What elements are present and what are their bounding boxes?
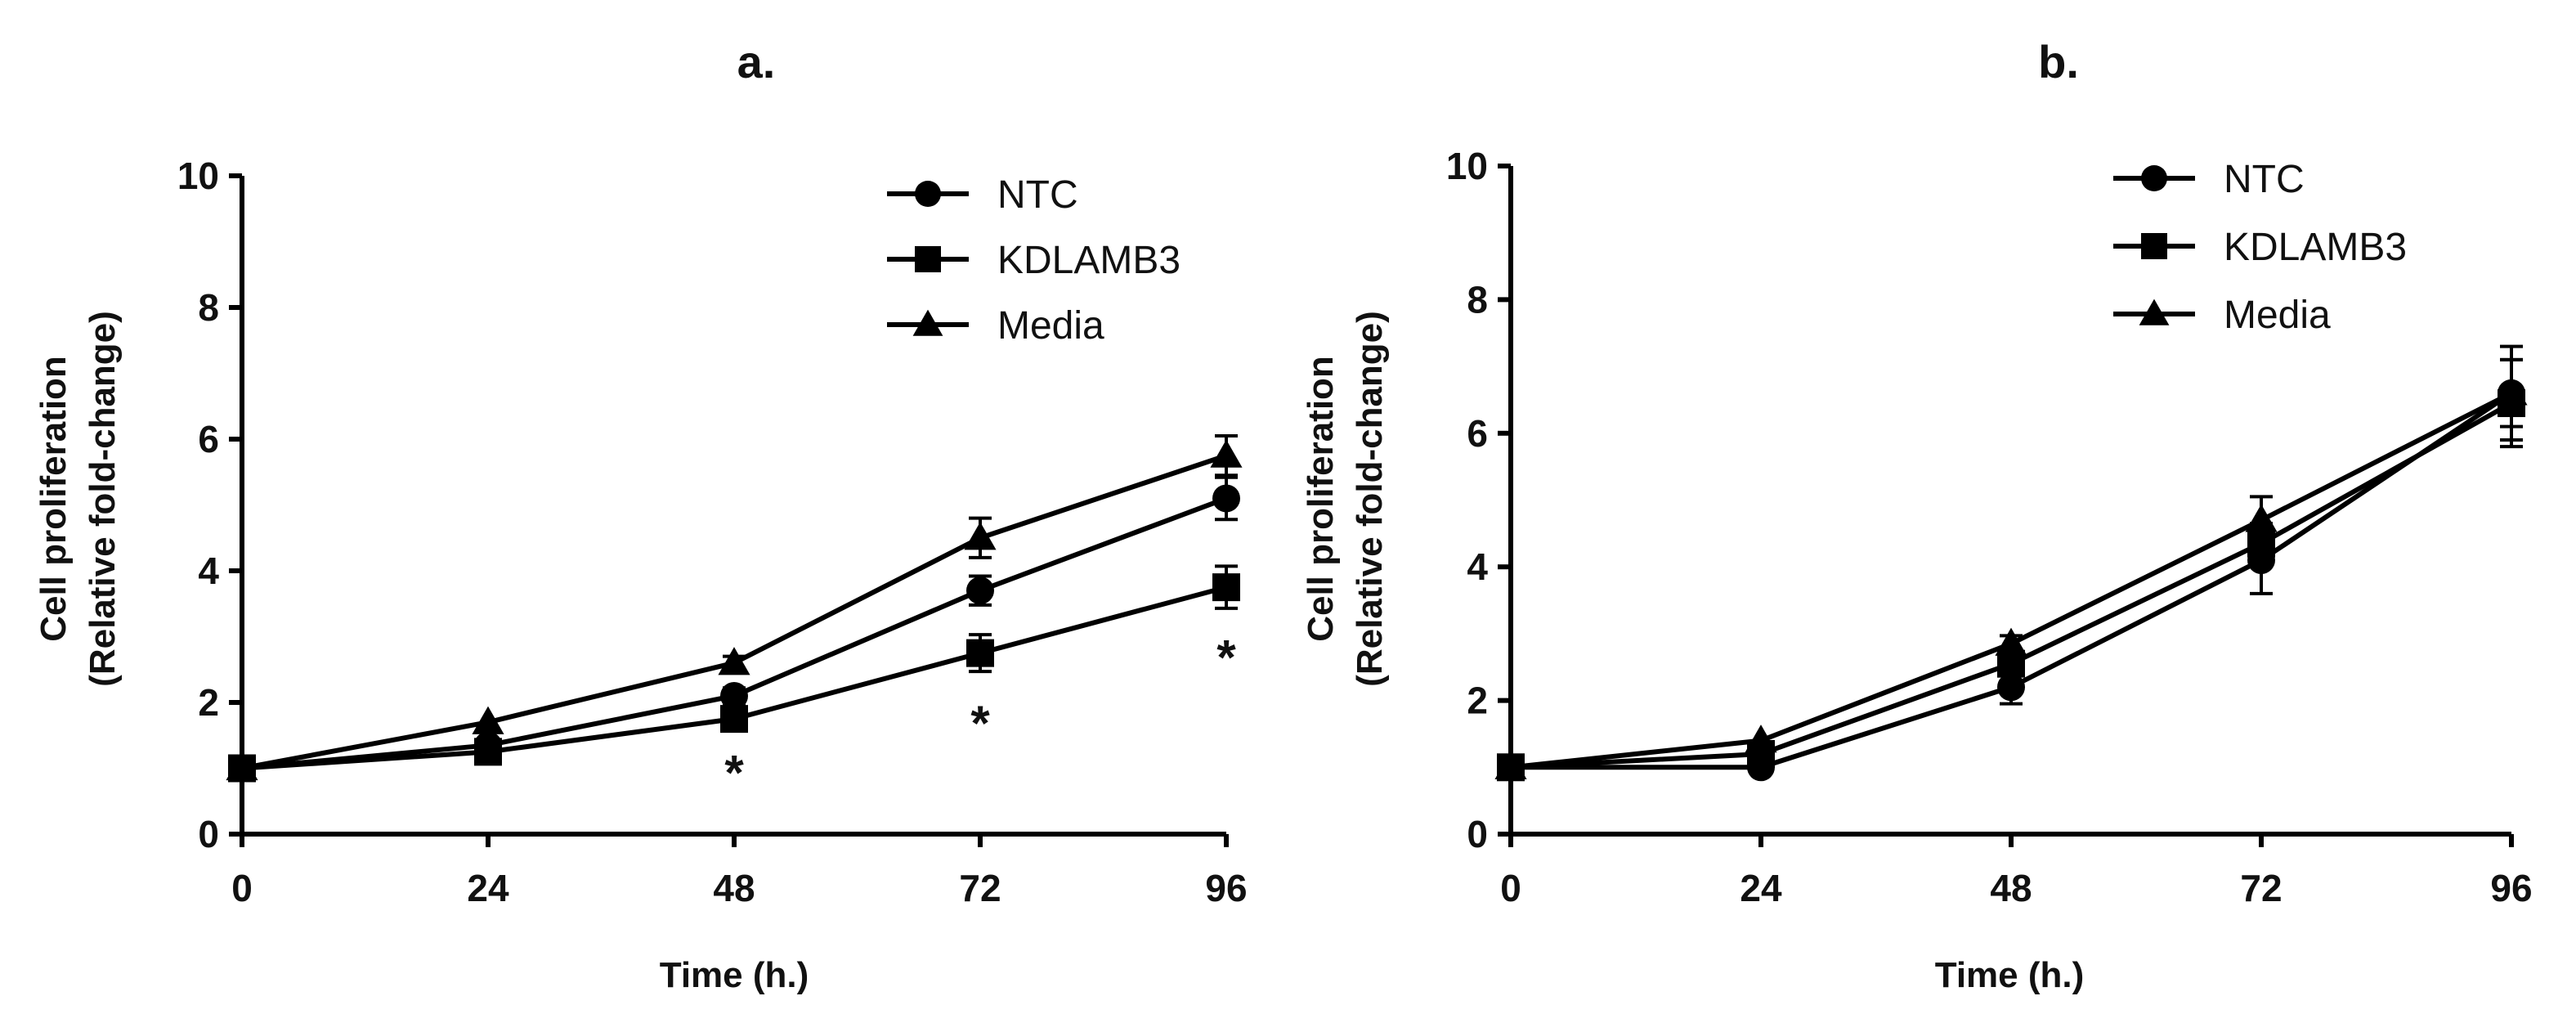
panel-a-series-kdlamb3-point — [720, 705, 748, 734]
panel-b-y-tick-label: 0 — [1467, 813, 1488, 855]
panel-a-series-media-point — [964, 522, 997, 550]
panel-b-legend-label: KDLAMB3 — [2224, 226, 2407, 269]
panel-a-x-tick-label: 0 — [231, 867, 253, 909]
panel-a-y-label-line2: (Relative fold-change) — [83, 311, 123, 687]
panel-a-y-tick-label: 6 — [198, 418, 219, 460]
panel-a-x-tick-label: 48 — [713, 867, 755, 909]
panel-a-y-label-line1: Cell proliferation — [34, 356, 74, 642]
panel-a-series-media-point — [226, 752, 258, 781]
panel-a-legend-label: KDLAMB3 — [997, 239, 1180, 282]
panel-b-series-ntc-point — [1997, 673, 2025, 702]
panel-a-significance-star: * — [724, 746, 744, 801]
panel-b-series-media-point — [1745, 725, 1777, 753]
panel-b-x-tick-label: 48 — [1990, 867, 2032, 909]
panel-a-x-tick-label: 96 — [1205, 867, 1247, 909]
panel-a-legend-marker — [915, 246, 941, 272]
panel-a-legend-marker — [912, 309, 943, 336]
panel-b-title: b. — [2038, 36, 2079, 87]
panel-b-x-label: Time (h.) — [1935, 955, 2085, 995]
panel-b-x-tick-label: 0 — [1500, 867, 1521, 909]
panel-a-series-media-point — [718, 647, 750, 675]
panel-b-legend-label: NTC — [2224, 158, 2305, 201]
panel-a-series-ntc-point — [1212, 484, 1240, 513]
panel-a-legend-label: Media — [997, 304, 1104, 348]
panel-b-y-tick-label: 10 — [1446, 145, 1488, 187]
panel-b-y-tick-label: 4 — [1467, 545, 1488, 588]
panel-a-title: a. — [737, 36, 776, 87]
panel-b-x-tick-label: 72 — [2240, 867, 2282, 909]
panel-a-series-ntc-point — [966, 577, 994, 605]
panel-b-legend-label: Media — [2224, 294, 2331, 337]
panel-b-series-media-point — [1995, 627, 2027, 656]
panel-a-series-kdlamb3-point — [966, 639, 994, 667]
panel-b-y-tick-label: 6 — [1467, 412, 1488, 455]
panel-b-legend-marker — [2139, 298, 2170, 325]
panel-a-y-tick-label: 2 — [198, 681, 219, 724]
panel-a-y-tick-label: 8 — [198, 286, 219, 329]
panel-b-y-tick-label: 8 — [1467, 278, 1488, 321]
panel-a-x-tick-label: 72 — [959, 867, 1001, 909]
panel-b-series-media-point — [1494, 751, 1527, 779]
panel-a-x-label: Time (h.) — [660, 955, 809, 995]
panel-b: b. Cell proliferation (Relative fold-cha… — [1301, 36, 2533, 995]
panel-a-series-media-point — [1210, 439, 1243, 468]
panel-a-series-media-point — [472, 706, 504, 734]
panel-b-series-media-point — [2245, 504, 2278, 532]
panel-b-x-tick-label: 24 — [1740, 867, 1782, 909]
panel-b-series-media-point — [2495, 377, 2528, 406]
panel-a-significance-star: * — [1216, 630, 1236, 685]
panel-a-series-ntc-point — [720, 681, 748, 710]
panel-b-y-label-line2: (Relative fold-change) — [1350, 311, 1390, 687]
panel-a-series-kdlamb3-point — [474, 738, 502, 766]
panel-b-series-kdlamb3-line — [1510, 401, 2513, 770]
panel-b-y-tick-label: 2 — [1467, 680, 1488, 722]
panel-b-y-label-line1: Cell proliferation — [1301, 356, 1341, 642]
panel-a-series-kdlamb3-point — [1212, 573, 1240, 602]
panel-a-legend-marker — [915, 181, 941, 207]
panel-b-series-ntc-line — [1511, 391, 2513, 770]
panel-b-series-media-line — [1510, 391, 2513, 770]
panel-a-y-tick-label: 4 — [198, 550, 219, 592]
panel-b-x-tick-label: 96 — [2490, 867, 2532, 909]
panel-a-x-tick-label: 24 — [467, 867, 509, 909]
panel-a: a. Cell proliferation (Relative fold-cha… — [34, 36, 1248, 995]
panel-a-y-tick-label: 0 — [198, 813, 219, 855]
panel-a-legend-label: NTC — [997, 173, 1078, 217]
panel-a-y-tick-label: 10 — [177, 155, 219, 197]
panel-b-legend-marker — [2141, 165, 2167, 191]
panel-a-significance-star: * — [970, 696, 990, 751]
panel-b-legend-marker — [2141, 233, 2167, 259]
